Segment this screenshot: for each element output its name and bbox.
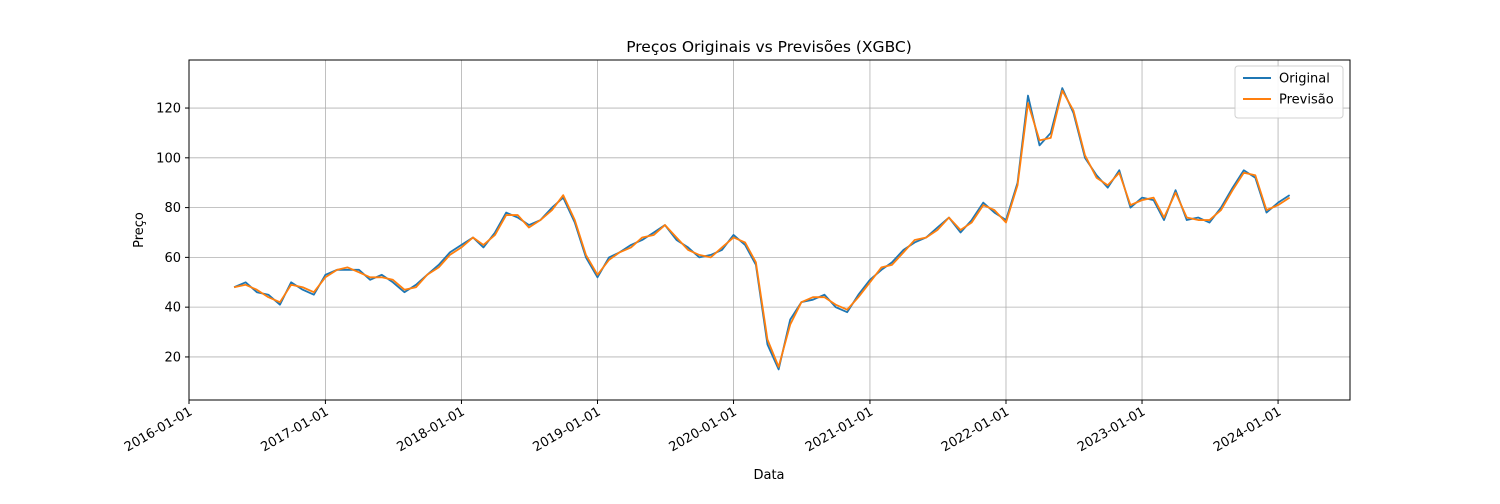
y-tick-label: 120 <box>156 102 181 117</box>
chart-title: Preços Originais vs Previsões (XGBC) <box>626 38 912 56</box>
y-tick-label: 100 <box>156 151 181 166</box>
legend-label: Original <box>1279 72 1330 87</box>
legend-label: Previsão <box>1279 93 1334 108</box>
legend: Original Previsão <box>1234 65 1344 119</box>
y-tick-label: 60 <box>164 251 181 266</box>
plot-frame <box>188 59 1351 401</box>
data-line <box>233 89 1291 368</box>
y-axis-label: Preço <box>132 212 147 248</box>
y-tick-label: 20 <box>164 350 181 365</box>
x-axis-label: Data <box>753 468 784 483</box>
y-tick-label: 40 <box>164 301 181 316</box>
y-tick-label: 80 <box>164 201 181 216</box>
